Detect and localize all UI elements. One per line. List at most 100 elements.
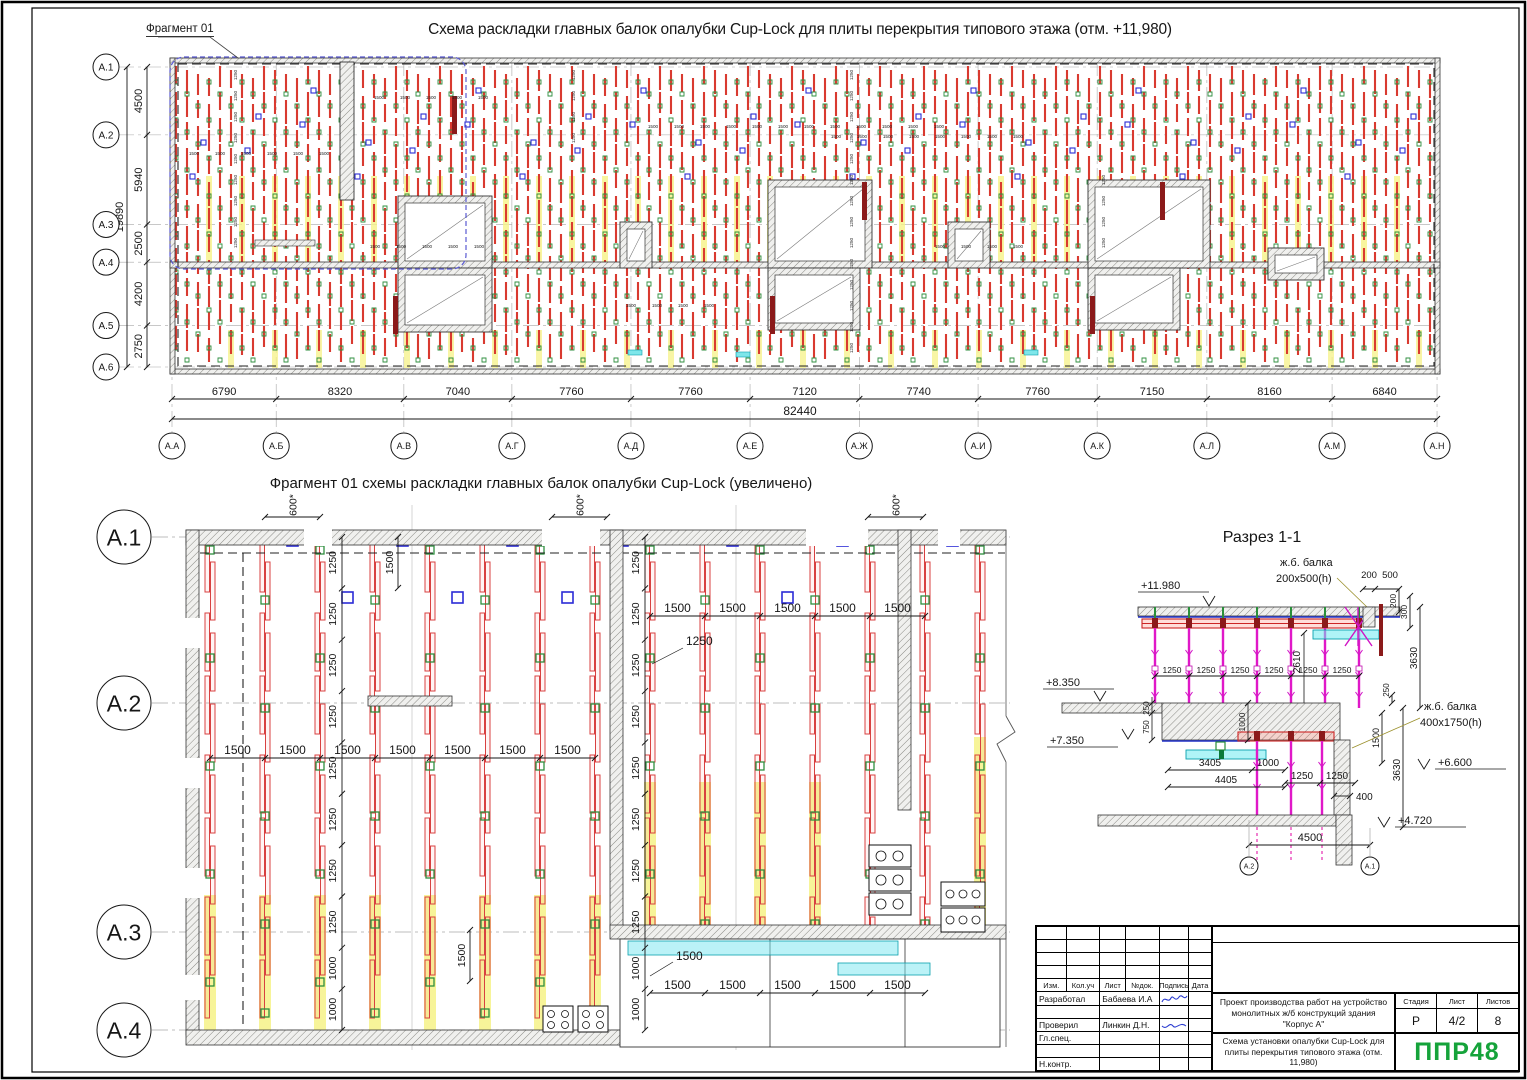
yellow-highlight	[701, 176, 707, 264]
dim-tick	[974, 395, 982, 403]
clamp-marks	[998, 79, 1004, 351]
tb-person-row: Разработал Бабаева И.А	[1037, 992, 1211, 1006]
clamp-square	[260, 811, 270, 821]
dim-tick	[394, 584, 402, 592]
prop-marker	[1124, 121, 1131, 128]
main-beam	[754, 612, 760, 672]
stair-line	[776, 188, 864, 260]
clamp-square	[755, 761, 765, 771]
prop-marker	[750, 113, 757, 120]
main-beam	[259, 675, 265, 735]
main-beam	[259, 896, 265, 956]
clamp-square	[755, 869, 765, 879]
dim-tick	[641, 739, 649, 746]
micro-dim: 1500	[857, 134, 868, 139]
dim-tick	[756, 989, 764, 997]
main-beam	[589, 896, 595, 956]
main-beam	[540, 774, 546, 834]
main-beam	[864, 612, 870, 672]
dim-text: 5940	[133, 167, 145, 191]
dim-tick	[1281, 783, 1289, 791]
dim-text: 1250	[327, 910, 339, 934]
signature-stroke	[1161, 994, 1188, 1002]
dim-callout: 1250	[686, 634, 713, 648]
main-beam	[369, 612, 375, 672]
scaffold-beam	[1023, 349, 1039, 356]
axis-label: А.1	[98, 63, 113, 74]
wall-opening	[542, 529, 600, 546]
dim-tick	[1148, 736, 1156, 744]
clamp-square	[260, 919, 270, 929]
dim-text: 1250	[1291, 771, 1314, 782]
downstand-beam	[1161, 702, 1341, 741]
axis-bubble	[96, 509, 152, 565]
dim-text: 1500	[829, 601, 856, 615]
dim-tick	[1346, 792, 1354, 800]
tb-date-cell	[1189, 1032, 1211, 1044]
clamp-square	[425, 761, 435, 771]
clamp-marks	[668, 79, 674, 351]
beam-joint	[1319, 731, 1325, 741]
post-chevron	[1253, 761, 1261, 768]
axis-label: А.1	[1365, 864, 1376, 871]
clamp-marks	[987, 103, 993, 337]
main-beam	[204, 754, 210, 814]
clamp-marks	[1405, 91, 1411, 363]
micro-dim: 1500	[241, 151, 252, 156]
dim-tick	[1388, 699, 1396, 707]
bold-beam	[452, 96, 457, 134]
main-beam	[485, 845, 491, 905]
main-beam	[375, 561, 381, 621]
micro-dim: 1250	[571, 111, 576, 122]
prop-marker	[805, 87, 812, 94]
dim-tick	[701, 612, 709, 620]
dim-tick	[1351, 779, 1359, 787]
stove-burner	[547, 1021, 555, 1029]
micro-dim: 1500	[909, 134, 920, 139]
main-beam	[259, 959, 265, 1019]
leader-line	[1351, 717, 1421, 749]
axis-label: А.3	[98, 220, 113, 231]
stove-icon	[542, 1005, 574, 1033]
clamp-square	[535, 653, 545, 663]
dim-text: 1250	[327, 602, 339, 626]
dim-text: 1500	[664, 601, 691, 615]
bold-beam	[1090, 296, 1095, 334]
line-graphic	[649, 961, 674, 977]
dim-text: 1500	[719, 601, 746, 615]
micro-dim: 1500	[883, 134, 894, 139]
company-logo: ППР48	[1414, 1037, 1500, 1066]
main-beam	[595, 916, 601, 976]
axis-bubble	[1360, 856, 1380, 876]
dim-tick	[1395, 608, 1403, 616]
dim-tick	[641, 636, 649, 644]
main-beam	[479, 754, 485, 814]
dim-text: 8160	[1257, 386, 1281, 398]
main-beam	[925, 845, 931, 905]
scaffold-beam	[1312, 629, 1380, 640]
prop-marker	[409, 147, 416, 154]
bold-beam	[770, 296, 775, 334]
tb-spare-row	[1213, 943, 1518, 995]
main-beam	[809, 817, 815, 877]
axis-bubble	[158, 432, 186, 460]
clamp-marks	[305, 79, 311, 351]
tb-signature-cell	[1160, 1031, 1190, 1044]
project-name: Проект производства работ на устройство …	[1213, 994, 1396, 1033]
dim-tick	[1328, 395, 1336, 403]
dim-text: 4500	[133, 89, 145, 113]
prop-marker	[1135, 87, 1142, 94]
axis-bubble	[92, 121, 120, 149]
main-beam	[369, 896, 375, 956]
post-chevron	[1253, 691, 1261, 698]
main-beam	[485, 632, 491, 692]
dim-text: 1000	[1257, 758, 1280, 769]
prop-marker	[1410, 113, 1417, 120]
level-mark-text: +8.350	[1046, 677, 1080, 689]
dim-text: 4405	[1215, 775, 1238, 786]
main-beam	[540, 845, 546, 905]
main-beam	[595, 774, 601, 834]
dim-text: 4500	[1298, 832, 1322, 844]
